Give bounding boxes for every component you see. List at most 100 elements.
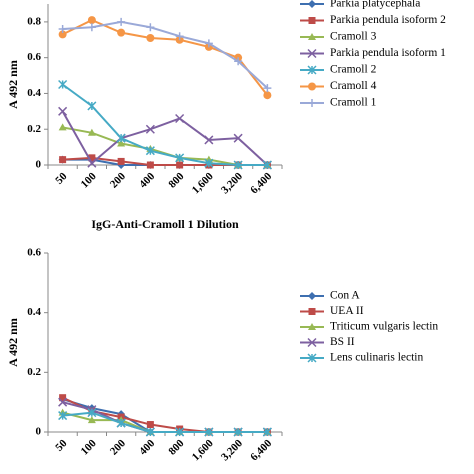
marker bbox=[204, 135, 214, 145]
x-tick-label: 400 bbox=[137, 437, 158, 458]
y-tick-label: 0.6 bbox=[27, 51, 41, 63]
x-tick-label: 200 bbox=[108, 170, 129, 191]
legend-marker bbox=[308, 0, 316, 8]
marker bbox=[234, 57, 243, 66]
legend-marker bbox=[308, 99, 316, 107]
marker bbox=[145, 124, 155, 134]
series-line bbox=[62, 83, 268, 166]
marker bbox=[117, 157, 125, 165]
legend-label: Triticum vulgaris lectin bbox=[330, 321, 438, 333]
y-tick-label: 0.6 bbox=[27, 247, 41, 259]
marker bbox=[117, 28, 126, 37]
series bbox=[58, 408, 272, 437]
marker bbox=[175, 113, 185, 124]
legend-marker bbox=[308, 17, 316, 24]
marker bbox=[59, 394, 67, 402]
marker bbox=[116, 133, 126, 143]
marker bbox=[146, 161, 154, 169]
x-tick-label: 800 bbox=[166, 170, 187, 191]
legend-label: Cramoll 1 bbox=[330, 97, 377, 109]
legend-label: BS II bbox=[330, 336, 355, 348]
y-tick-label: 0 bbox=[36, 426, 42, 438]
y-tick-label: 0 bbox=[36, 159, 42, 171]
x-tick-label: 800 bbox=[166, 437, 187, 458]
marker bbox=[233, 133, 243, 143]
marker bbox=[58, 30, 67, 39]
legend-label: Con A bbox=[330, 290, 360, 302]
legend-marker bbox=[307, 65, 317, 75]
marker bbox=[263, 91, 272, 100]
marker bbox=[87, 128, 96, 136]
marker bbox=[59, 156, 67, 164]
legend-marker bbox=[308, 323, 316, 330]
legend-marker bbox=[307, 353, 317, 363]
marker bbox=[87, 16, 96, 25]
series bbox=[58, 16, 272, 100]
y-axis-label: A 492 nm bbox=[6, 60, 20, 109]
marker bbox=[145, 146, 155, 156]
marker bbox=[146, 33, 155, 42]
marker bbox=[263, 84, 272, 93]
y-tick-label: 0.8 bbox=[27, 15, 41, 27]
x-axis-label: IgG-Anti-Cramoll 1 Dilution bbox=[91, 217, 239, 231]
series-line bbox=[62, 411, 268, 433]
x-tick-label: 1,600 bbox=[190, 170, 216, 196]
series-line bbox=[62, 20, 269, 89]
marker bbox=[204, 158, 214, 168]
y-tick-label: 0.4 bbox=[27, 306, 41, 318]
legend-marker bbox=[307, 48, 317, 59]
marker bbox=[87, 408, 97, 418]
marker bbox=[58, 79, 68, 90]
y-tick-label: 0.2 bbox=[27, 366, 41, 378]
marker bbox=[204, 39, 213, 48]
marker bbox=[145, 427, 155, 437]
marker bbox=[117, 139, 126, 147]
legend-label: Parkia pendula isoform 2 bbox=[330, 14, 446, 26]
x-tick-label: 3,200 bbox=[219, 170, 245, 196]
marker bbox=[262, 427, 272, 437]
marker bbox=[175, 427, 185, 437]
x-tick-label: 400 bbox=[137, 170, 158, 191]
marker bbox=[146, 421, 154, 429]
x-tick-label: 50 bbox=[53, 170, 70, 187]
legend-label: Cramoll 3 bbox=[330, 31, 377, 43]
marker bbox=[88, 154, 96, 162]
marker bbox=[87, 158, 97, 168]
series bbox=[59, 394, 271, 436]
marker bbox=[58, 411, 68, 421]
series bbox=[58, 17, 272, 93]
marker bbox=[175, 32, 184, 41]
marker bbox=[175, 153, 185, 163]
series bbox=[58, 79, 272, 170]
legend-label: UEA II bbox=[330, 305, 364, 317]
x-tick-label: 100 bbox=[79, 437, 100, 458]
legend-marker bbox=[308, 292, 316, 300]
legend-marker bbox=[308, 308, 316, 315]
marker bbox=[262, 160, 272, 170]
marker bbox=[146, 23, 155, 32]
x-tick-label: 6,400 bbox=[248, 437, 274, 463]
marker bbox=[204, 427, 214, 437]
marker bbox=[58, 123, 67, 131]
marker bbox=[117, 17, 126, 26]
legend-label: Parkia pendula isoform 1 bbox=[330, 47, 446, 59]
legend-label: Cramoll 2 bbox=[330, 64, 377, 76]
marker bbox=[233, 160, 243, 170]
marker bbox=[87, 23, 96, 32]
y-tick-label: 0.2 bbox=[27, 123, 41, 135]
legend-label: Cramoll 4 bbox=[330, 80, 377, 92]
legend-marker bbox=[307, 337, 317, 348]
legend-label: Parkia platycephala bbox=[330, 0, 420, 10]
legend-marker bbox=[308, 82, 316, 91]
x-tick-label: 3,200 bbox=[219, 437, 245, 463]
legend-marker bbox=[308, 33, 316, 40]
y-tick-label: 0.4 bbox=[27, 87, 41, 99]
marker bbox=[233, 427, 243, 437]
x-tick-label: 6,400 bbox=[248, 170, 274, 196]
y-axis-label: A 492 nm bbox=[6, 318, 20, 367]
marker bbox=[58, 397, 68, 407]
x-tick-label: 1,600 bbox=[190, 437, 216, 463]
marker bbox=[58, 106, 68, 116]
marker bbox=[87, 416, 96, 424]
